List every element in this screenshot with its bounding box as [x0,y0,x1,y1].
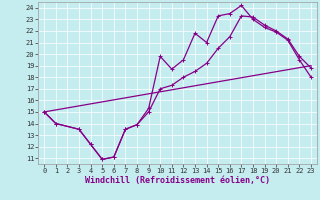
X-axis label: Windchill (Refroidissement éolien,°C): Windchill (Refroidissement éolien,°C) [85,176,270,185]
